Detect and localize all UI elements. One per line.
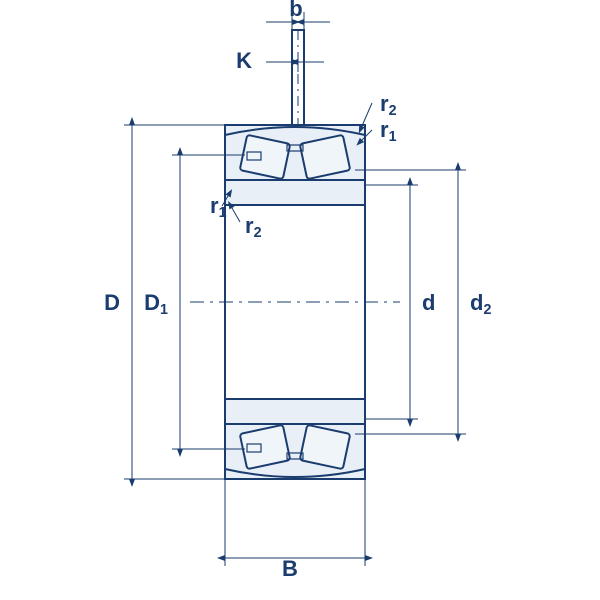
dim-label: D (104, 290, 120, 315)
dim-label: D1 (144, 290, 168, 318)
dim-label: K (236, 48, 252, 73)
dim-label: r1 (380, 117, 397, 145)
dim-label: r2 (245, 213, 262, 241)
dim-label: b (289, 0, 302, 21)
dim-label: r2 (380, 91, 397, 119)
bearing-cross-section-diagram: DD1dd2BbKr1r2r1r2 (0, 0, 600, 600)
dim-label: d2 (470, 290, 491, 318)
dim-label: B (282, 556, 298, 581)
dim-label: d (422, 290, 435, 315)
